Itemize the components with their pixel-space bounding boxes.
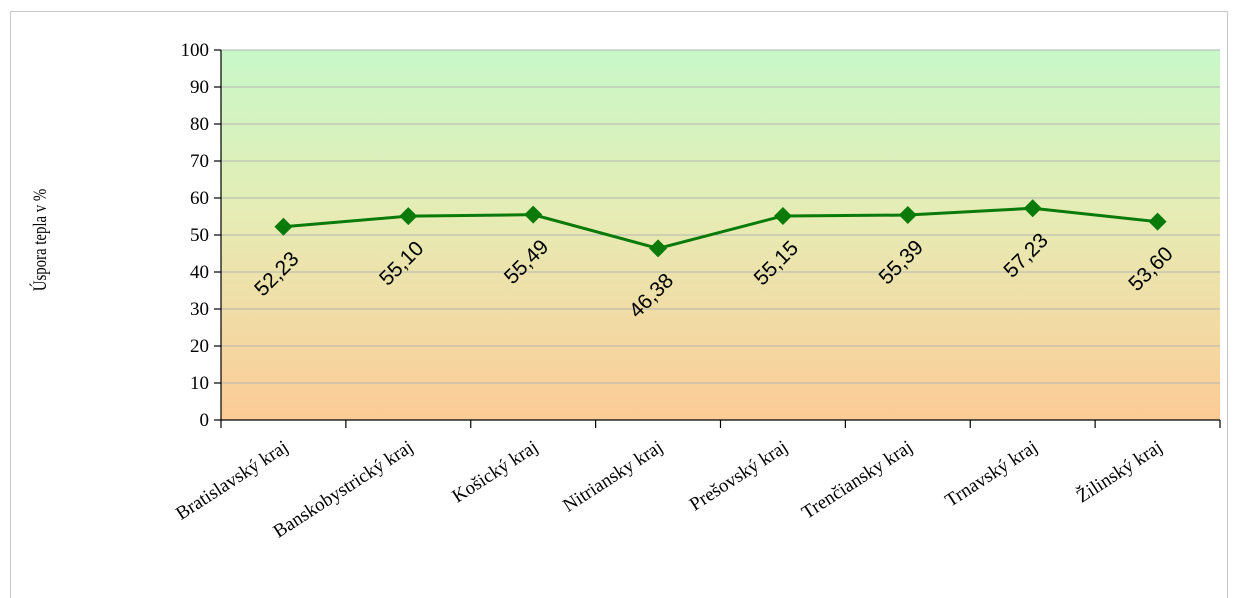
x-tick-label: Trenčiansky kraj	[798, 437, 916, 524]
y-tick-label: 50	[190, 225, 209, 246]
y-tick-label: 10	[190, 373, 209, 394]
data-point-marker	[274, 217, 293, 236]
x-tick-label: Banskobystrický kraj	[270, 437, 417, 543]
x-tick-label: Nitriansky kraj	[559, 437, 666, 517]
y-axis-ticks: 0 10 20 30 40 50 60 70 80 90 100	[181, 40, 221, 431]
y-tick-label: 100	[181, 40, 210, 61]
data-point-marker	[524, 205, 543, 224]
y-tick-label: 30	[190, 299, 209, 320]
y-tick-label: 90	[190, 77, 209, 98]
y-tick-label: 0	[200, 410, 210, 431]
x-tick-label: Trnavský kraj	[942, 437, 1042, 512]
data-point-marker	[399, 207, 418, 226]
series	[274, 199, 1167, 258]
y-tick-label: 40	[190, 262, 209, 283]
x-tick-label: Bratislavský kraj	[172, 437, 292, 525]
x-tick-label: Košický kraj	[449, 437, 542, 508]
x-tick-label: Prešovský kraj	[686, 437, 792, 516]
y-tick-label: 60	[190, 188, 209, 209]
data-point-marker	[773, 206, 792, 225]
data-point-marker	[649, 239, 668, 258]
chart-frame	[10, 11, 1228, 598]
y-tick-label: 20	[190, 336, 209, 357]
series-line	[283, 206, 1158, 250]
y-tick-label: 70	[190, 151, 209, 172]
gridlines	[221, 49, 1220, 384]
data-point-marker	[1148, 212, 1167, 231]
y-axis-title: Úspora tepla v %	[29, 189, 50, 291]
y-tick-label: 80	[190, 114, 209, 135]
data-point-marker	[1023, 199, 1042, 218]
data-point-marker	[898, 206, 917, 225]
x-tick-label: Žilinský kraj	[1072, 436, 1166, 508]
